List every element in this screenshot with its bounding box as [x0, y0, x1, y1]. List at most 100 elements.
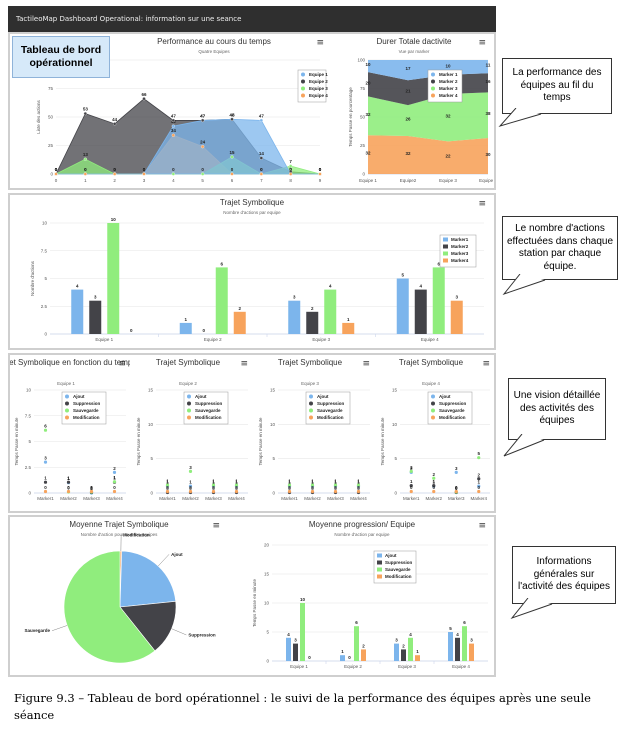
legend-swatch	[301, 86, 305, 91]
y-tick-label: 0	[272, 491, 275, 496]
data-label: 0	[113, 485, 116, 490]
legend-swatch	[377, 567, 382, 572]
legend-label: Ajout	[385, 553, 397, 558]
x-tick-label: Equipe 4	[452, 664, 470, 669]
legend-swatch	[431, 72, 435, 77]
data-label: 1	[67, 476, 70, 481]
y-tick-label: 2.5	[25, 465, 32, 470]
data-label: 10	[365, 62, 371, 67]
data-label: 4	[329, 284, 332, 289]
x-tick-label: Marker3	[448, 496, 465, 501]
data-label: 3	[410, 465, 413, 470]
hamburger-menu-icon[interactable]: ≡	[478, 521, 486, 531]
area-point	[171, 133, 175, 137]
hamburger-menu-icon[interactable]: ≡	[240, 359, 248, 369]
callout-detail: Une vision détaillée des activités des é…	[508, 378, 606, 440]
data-label: 4	[419, 284, 422, 289]
data-label: 0	[166, 486, 169, 491]
data-label: 1	[334, 480, 337, 485]
data-label: 38	[485, 111, 491, 116]
legend-swatch	[377, 574, 382, 579]
data-label: 0	[166, 485, 169, 490]
x-tick-label: Marker3	[205, 496, 222, 501]
y-tick-label: 75	[360, 86, 366, 91]
legend-swatch	[187, 401, 191, 406]
x-tick-label: 6	[231, 178, 234, 183]
hamburger-menu-icon[interactable]: ≡	[118, 359, 126, 369]
chart-durer: Durer Totale dactivite Vue par marker ≡ 0 25…	[348, 37, 494, 183]
hamburger-menu-icon[interactable]: ≡	[478, 199, 486, 209]
data-label: 48	[229, 112, 235, 117]
data-label: 0	[231, 167, 234, 172]
data-label: 0	[455, 486, 458, 491]
hamburger-menu-icon[interactable]: ≡	[362, 359, 370, 369]
badge-text: Tableau de bord opérationnel	[20, 43, 102, 69]
legend-label: Suppression	[317, 401, 345, 406]
x-tick-label: Marker1	[403, 496, 420, 501]
legend-swatch	[431, 401, 435, 406]
x-tick-label: 7	[260, 178, 263, 183]
bar	[469, 643, 474, 661]
bar	[414, 289, 427, 334]
data-label: 1	[477, 480, 480, 485]
data-label: 47	[171, 113, 177, 118]
x-tick-label: Marker4	[470, 496, 487, 501]
legend-label: Suppression	[195, 401, 223, 406]
data-label: 6	[355, 620, 358, 625]
area-point	[289, 164, 293, 168]
legend-label: Modification	[439, 415, 466, 420]
data-label: 0	[201, 167, 204, 172]
x-tick-label: 2	[113, 178, 116, 183]
x-tick-label: Equipe 1	[95, 337, 113, 342]
data-label: 0	[84, 167, 87, 172]
hamburger-menu-icon[interactable]: ≡	[478, 38, 486, 48]
legend-swatch	[431, 415, 435, 420]
hamburger-menu-icon[interactable]: ≡	[212, 521, 220, 531]
bar	[448, 632, 453, 661]
area-point	[54, 172, 58, 176]
scatter-point	[43, 428, 48, 432]
hamburger-menu-icon[interactable]: ≡	[482, 359, 490, 369]
data-label: 0	[67, 486, 70, 491]
data-label: 0	[410, 485, 413, 490]
data-label: 66	[141, 92, 147, 97]
x-tick-label: 0	[55, 178, 58, 183]
data-label: 0	[289, 167, 292, 172]
data-label: 0	[455, 485, 458, 490]
chart-subtitle: Nombre d'action par equipe	[334, 532, 390, 537]
data-label: 0	[319, 167, 322, 172]
legend-label: Modification	[385, 574, 412, 579]
scatter-point	[432, 484, 436, 488]
data-label: 4	[287, 632, 290, 637]
figure-caption: Figure 9.3 – Tableau de bord opérationne…	[14, 691, 591, 722]
x-tick-label: 3	[143, 178, 146, 183]
area-point	[230, 117, 234, 121]
data-label: 4	[409, 632, 412, 637]
callout-info: Informations générales sur l'activité de…	[512, 546, 616, 604]
y-tick-label: 0	[50, 172, 53, 177]
data-label: 34	[171, 128, 177, 133]
data-label: 0	[455, 486, 458, 491]
y-tick-label: 0	[28, 491, 31, 496]
legend-swatch	[301, 72, 305, 77]
data-label: 1	[432, 480, 435, 485]
data-label: 1	[288, 479, 291, 484]
x-tick-label: Marker3	[327, 496, 344, 501]
legend-swatch	[187, 415, 191, 420]
bar	[293, 643, 298, 661]
hamburger-menu-icon[interactable]: ≡	[316, 38, 324, 48]
data-label: 5	[449, 626, 452, 631]
data-label: 1	[44, 476, 47, 481]
area-point	[171, 172, 175, 176]
data-label: 0	[319, 167, 322, 172]
bar	[354, 626, 359, 661]
data-label: 1	[212, 480, 215, 485]
scatter-point	[43, 489, 48, 494]
x-tick-label: Marker2	[304, 496, 321, 501]
callout-performance-text: La performance des équipes au fil du tem…	[512, 67, 602, 104]
bar	[107, 223, 120, 334]
bar	[288, 300, 301, 334]
y-axis-label: Liste des actions	[36, 99, 41, 133]
data-label: 3	[94, 295, 97, 300]
data-label: 1	[311, 480, 314, 485]
